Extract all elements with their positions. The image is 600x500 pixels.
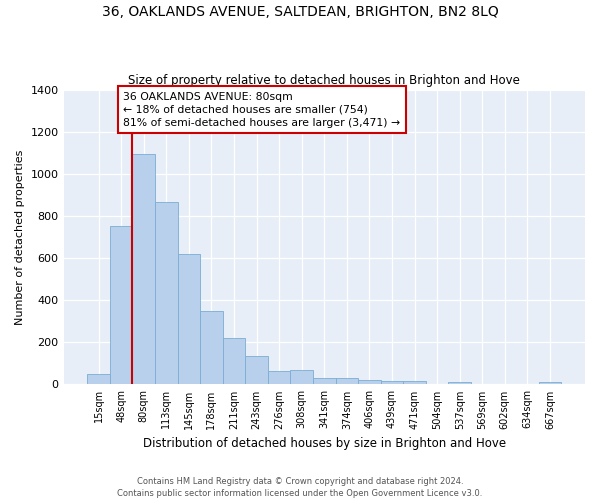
Bar — [403, 382, 426, 384]
Bar — [178, 254, 200, 384]
Bar — [223, 338, 245, 384]
Bar — [133, 154, 155, 384]
Bar — [268, 372, 290, 384]
Bar — [155, 202, 178, 384]
Bar — [381, 382, 403, 384]
Bar — [87, 374, 110, 384]
Bar — [200, 310, 223, 384]
Bar — [313, 378, 335, 384]
Bar — [358, 380, 381, 384]
Bar — [110, 226, 133, 384]
Text: Contains HM Land Registry data © Crown copyright and database right 2024.
Contai: Contains HM Land Registry data © Crown c… — [118, 476, 482, 498]
Bar — [448, 382, 471, 384]
Text: 36, OAKLANDS AVENUE, SALTDEAN, BRIGHTON, BN2 8LQ: 36, OAKLANDS AVENUE, SALTDEAN, BRIGHTON,… — [101, 5, 499, 19]
Bar — [290, 370, 313, 384]
Bar — [539, 382, 561, 384]
Bar — [335, 378, 358, 384]
X-axis label: Distribution of detached houses by size in Brighton and Hove: Distribution of detached houses by size … — [143, 437, 506, 450]
Text: 36 OAKLANDS AVENUE: 80sqm
← 18% of detached houses are smaller (754)
81% of semi: 36 OAKLANDS AVENUE: 80sqm ← 18% of detac… — [124, 92, 400, 128]
Title: Size of property relative to detached houses in Brighton and Hove: Size of property relative to detached ho… — [128, 74, 520, 87]
Bar — [245, 356, 268, 384]
Y-axis label: Number of detached properties: Number of detached properties — [15, 150, 25, 324]
